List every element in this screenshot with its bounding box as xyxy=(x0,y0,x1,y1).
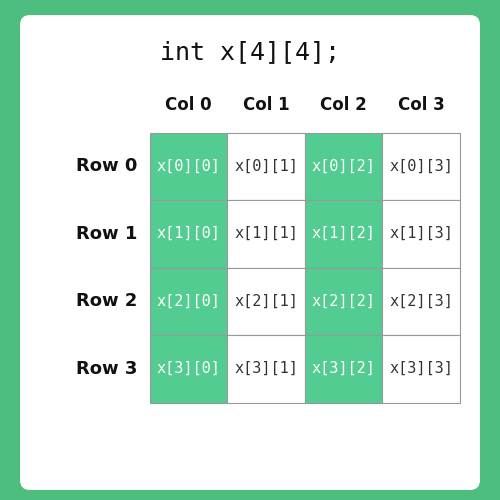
Text: Row 3: Row 3 xyxy=(76,360,138,378)
Text: x[2][0]: x[2][0] xyxy=(157,294,220,309)
Bar xyxy=(382,200,460,268)
Text: int x[4][4];: int x[4][4]; xyxy=(160,40,340,64)
Bar xyxy=(382,132,460,200)
Text: x[3][3]: x[3][3] xyxy=(390,361,453,376)
Text: Col 1: Col 1 xyxy=(243,96,290,114)
Text: x[0][1]: x[0][1] xyxy=(234,159,298,174)
Bar xyxy=(228,200,305,268)
Bar xyxy=(150,132,228,200)
Bar xyxy=(150,268,228,335)
Bar xyxy=(305,132,382,200)
Text: x[0][3]: x[0][3] xyxy=(390,159,453,174)
Text: x[3][0]: x[3][0] xyxy=(157,361,220,376)
Text: x[2][2]: x[2][2] xyxy=(312,294,376,309)
Text: Row 1: Row 1 xyxy=(76,225,138,243)
Bar xyxy=(228,132,305,200)
Text: x[2][3]: x[2][3] xyxy=(390,294,453,309)
Text: Col 0: Col 0 xyxy=(166,96,212,114)
Bar xyxy=(382,268,460,335)
Text: Col 3: Col 3 xyxy=(398,96,444,114)
Text: x[2][1]: x[2][1] xyxy=(234,294,298,309)
Text: x[3][2]: x[3][2] xyxy=(312,361,376,376)
Text: x[0][2]: x[0][2] xyxy=(312,159,376,174)
Text: x[1][3]: x[1][3] xyxy=(390,226,453,242)
Text: Row 0: Row 0 xyxy=(76,157,138,176)
Bar xyxy=(382,335,460,402)
Bar xyxy=(305,335,382,402)
Text: x[1][1]: x[1][1] xyxy=(234,226,298,242)
Text: x[0][0]: x[0][0] xyxy=(157,159,220,174)
Text: Row 2: Row 2 xyxy=(76,292,138,310)
Bar xyxy=(305,200,382,268)
Bar xyxy=(150,335,228,402)
Text: x[3][1]: x[3][1] xyxy=(234,361,298,376)
FancyBboxPatch shape xyxy=(20,15,480,490)
Bar xyxy=(305,268,382,335)
Text: Col 2: Col 2 xyxy=(320,96,367,114)
Bar xyxy=(228,335,305,402)
Bar xyxy=(150,200,228,268)
Text: x[1][2]: x[1][2] xyxy=(312,226,376,242)
Bar xyxy=(228,268,305,335)
Text: x[1][0]: x[1][0] xyxy=(157,226,220,242)
